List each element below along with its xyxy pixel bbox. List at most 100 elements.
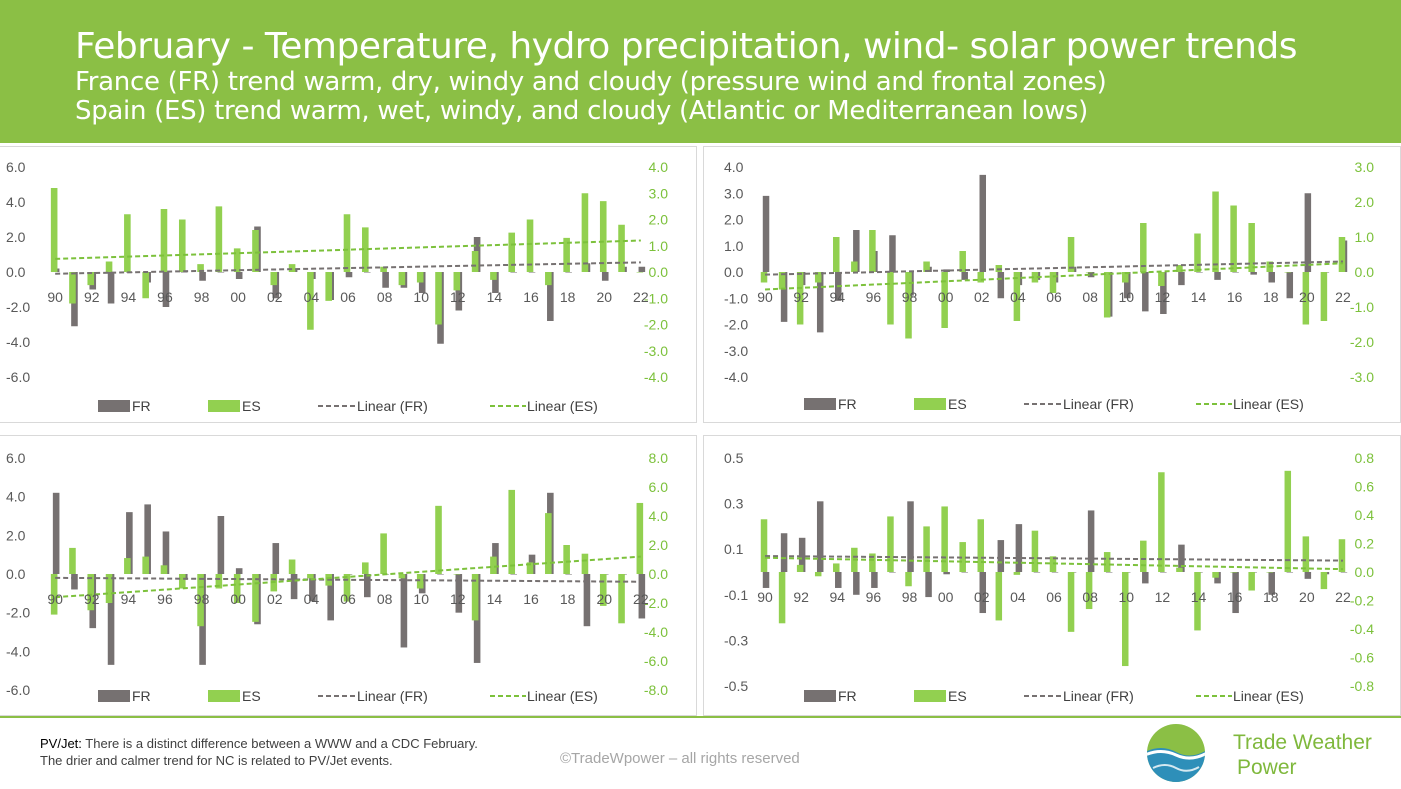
left-tick-label: -6.0 <box>6 369 30 385</box>
es-bar <box>87 574 95 611</box>
es-bar <box>380 266 387 272</box>
x-tick-label: 18 <box>1263 589 1279 605</box>
fr-bar <box>871 572 878 588</box>
x-tick-label: 16 <box>1227 589 1243 605</box>
legend-es-label: ES <box>242 688 261 704</box>
es-bar <box>252 574 259 622</box>
es-bar <box>1067 572 1075 632</box>
es-bar <box>905 572 912 587</box>
es-bar <box>581 553 589 574</box>
es-bar <box>124 214 131 272</box>
es-bar <box>923 526 930 572</box>
x-tick-label: 08 <box>1082 589 1098 605</box>
right-tick-label: -8.0 <box>644 682 668 698</box>
fr-bar <box>1286 272 1294 299</box>
fr-bar <box>126 512 133 574</box>
legend-es-label: ES <box>948 396 967 412</box>
es-bar <box>833 563 840 572</box>
es-bar <box>197 264 204 272</box>
left-tick-label: 4.0 <box>6 489 26 505</box>
right-tick-label: -2.0 <box>1350 334 1374 350</box>
es-bar <box>760 519 768 572</box>
x-tick-label: 02 <box>267 591 283 607</box>
fr-bar <box>400 574 408 648</box>
fr-trend-line <box>765 555 1343 562</box>
es-bar <box>124 558 131 574</box>
trade-weather-power-logo-icon <box>1145 722 1207 789</box>
right-tick-label: 0.2 <box>1355 536 1375 552</box>
fr-bar <box>1304 193 1312 272</box>
es-bar <box>778 272 786 290</box>
es-bar <box>995 572 1003 621</box>
fr-bar <box>290 574 298 600</box>
right-tick-label: -1.0 <box>644 290 668 306</box>
right-tick-label: 3.0 <box>649 185 669 201</box>
fr-bar <box>1142 272 1149 312</box>
es-bar <box>563 545 570 574</box>
es-bar <box>1176 265 1183 272</box>
fr-bar <box>1286 572 1294 573</box>
x-tick-label: 10 <box>413 289 429 305</box>
fr-bar <box>455 272 463 311</box>
es-bar <box>869 553 876 572</box>
fr-trend-line <box>765 260 1343 276</box>
es-bar <box>977 272 985 283</box>
es-bar <box>778 572 786 624</box>
fr-bar <box>1250 272 1257 275</box>
legend-fr-swatch <box>804 398 836 410</box>
x-tick-label: 16 <box>523 591 539 607</box>
right-tick-label: -0.4 <box>1350 621 1374 637</box>
es-bar <box>87 272 95 286</box>
es-bar <box>526 562 534 574</box>
fr-bar <box>1105 572 1113 573</box>
es-bar <box>545 513 552 574</box>
legend-fr-swatch <box>804 690 836 702</box>
es-bar <box>142 556 149 574</box>
left-tick-label: 6.0 <box>6 450 26 466</box>
fr-bar <box>199 272 206 281</box>
x-tick-label: 20 <box>1299 289 1315 305</box>
legend-fr-swatch <box>98 690 130 702</box>
right-tick-label: -4.0 <box>644 624 668 640</box>
es-bar <box>160 565 168 574</box>
x-tick-label: 96 <box>866 589 882 605</box>
fr-bar <box>107 574 115 665</box>
es-trend-line <box>764 262 1344 291</box>
legend-fr-trend-label: Linear (FR) <box>1063 396 1134 412</box>
x-tick-label: 94 <box>829 589 845 605</box>
left-tick-label: 4.0 <box>6 194 26 210</box>
fr-bar <box>943 269 950 272</box>
es-bar <box>1212 572 1219 578</box>
left-tick-label: 6.0 <box>6 159 26 175</box>
es-trend-line <box>55 555 641 599</box>
es-bar <box>1121 572 1129 667</box>
x-tick-label: 98 <box>194 289 210 305</box>
es-bar <box>1085 572 1093 610</box>
es-bar <box>1013 572 1021 575</box>
es-bar <box>905 272 912 339</box>
es-bar <box>490 272 497 280</box>
es-trend-line <box>765 556 1343 571</box>
x-tick-label: 98 <box>194 591 210 607</box>
es-bar <box>490 556 497 574</box>
fr-bar <box>272 543 280 574</box>
copyright-text: ©TradeWpower – all rights reserved <box>560 750 800 767</box>
es-bar <box>1338 237 1346 272</box>
es-bar <box>1320 572 1328 590</box>
es-bar <box>1338 539 1346 572</box>
fr-bar <box>638 266 646 272</box>
fr-bar <box>217 272 225 273</box>
es-bar <box>1103 552 1111 572</box>
left-tick-label: -0.5 <box>724 678 748 694</box>
left-tick-label: -4.0 <box>724 369 748 385</box>
fr-bar <box>601 272 609 281</box>
legend-es-swatch <box>208 690 240 702</box>
es-bar <box>959 251 966 272</box>
fr-bar <box>961 272 968 280</box>
es-bar <box>941 272 948 328</box>
es-bar <box>545 272 552 286</box>
fr-bar <box>961 572 968 573</box>
es-bar <box>398 574 406 579</box>
left-tick-label: -0.1 <box>724 587 748 603</box>
es-bar <box>796 272 804 325</box>
